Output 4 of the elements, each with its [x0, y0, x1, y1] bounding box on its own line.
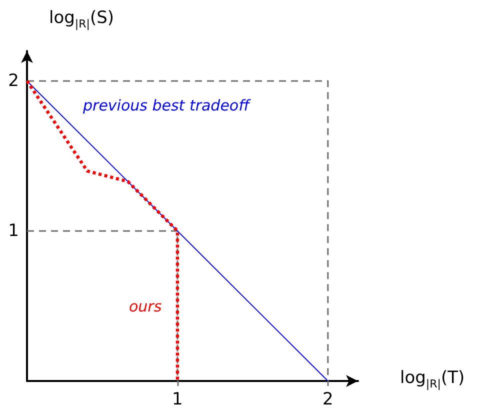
- y-axis-title: log$_{|R|}$(S): [49, 8, 114, 32]
- series-label: previous best tradeoff: [82, 96, 252, 114]
- series-label: ours: [129, 298, 162, 316]
- x-axis-title: log$_{|R|}$(T): [400, 368, 465, 392]
